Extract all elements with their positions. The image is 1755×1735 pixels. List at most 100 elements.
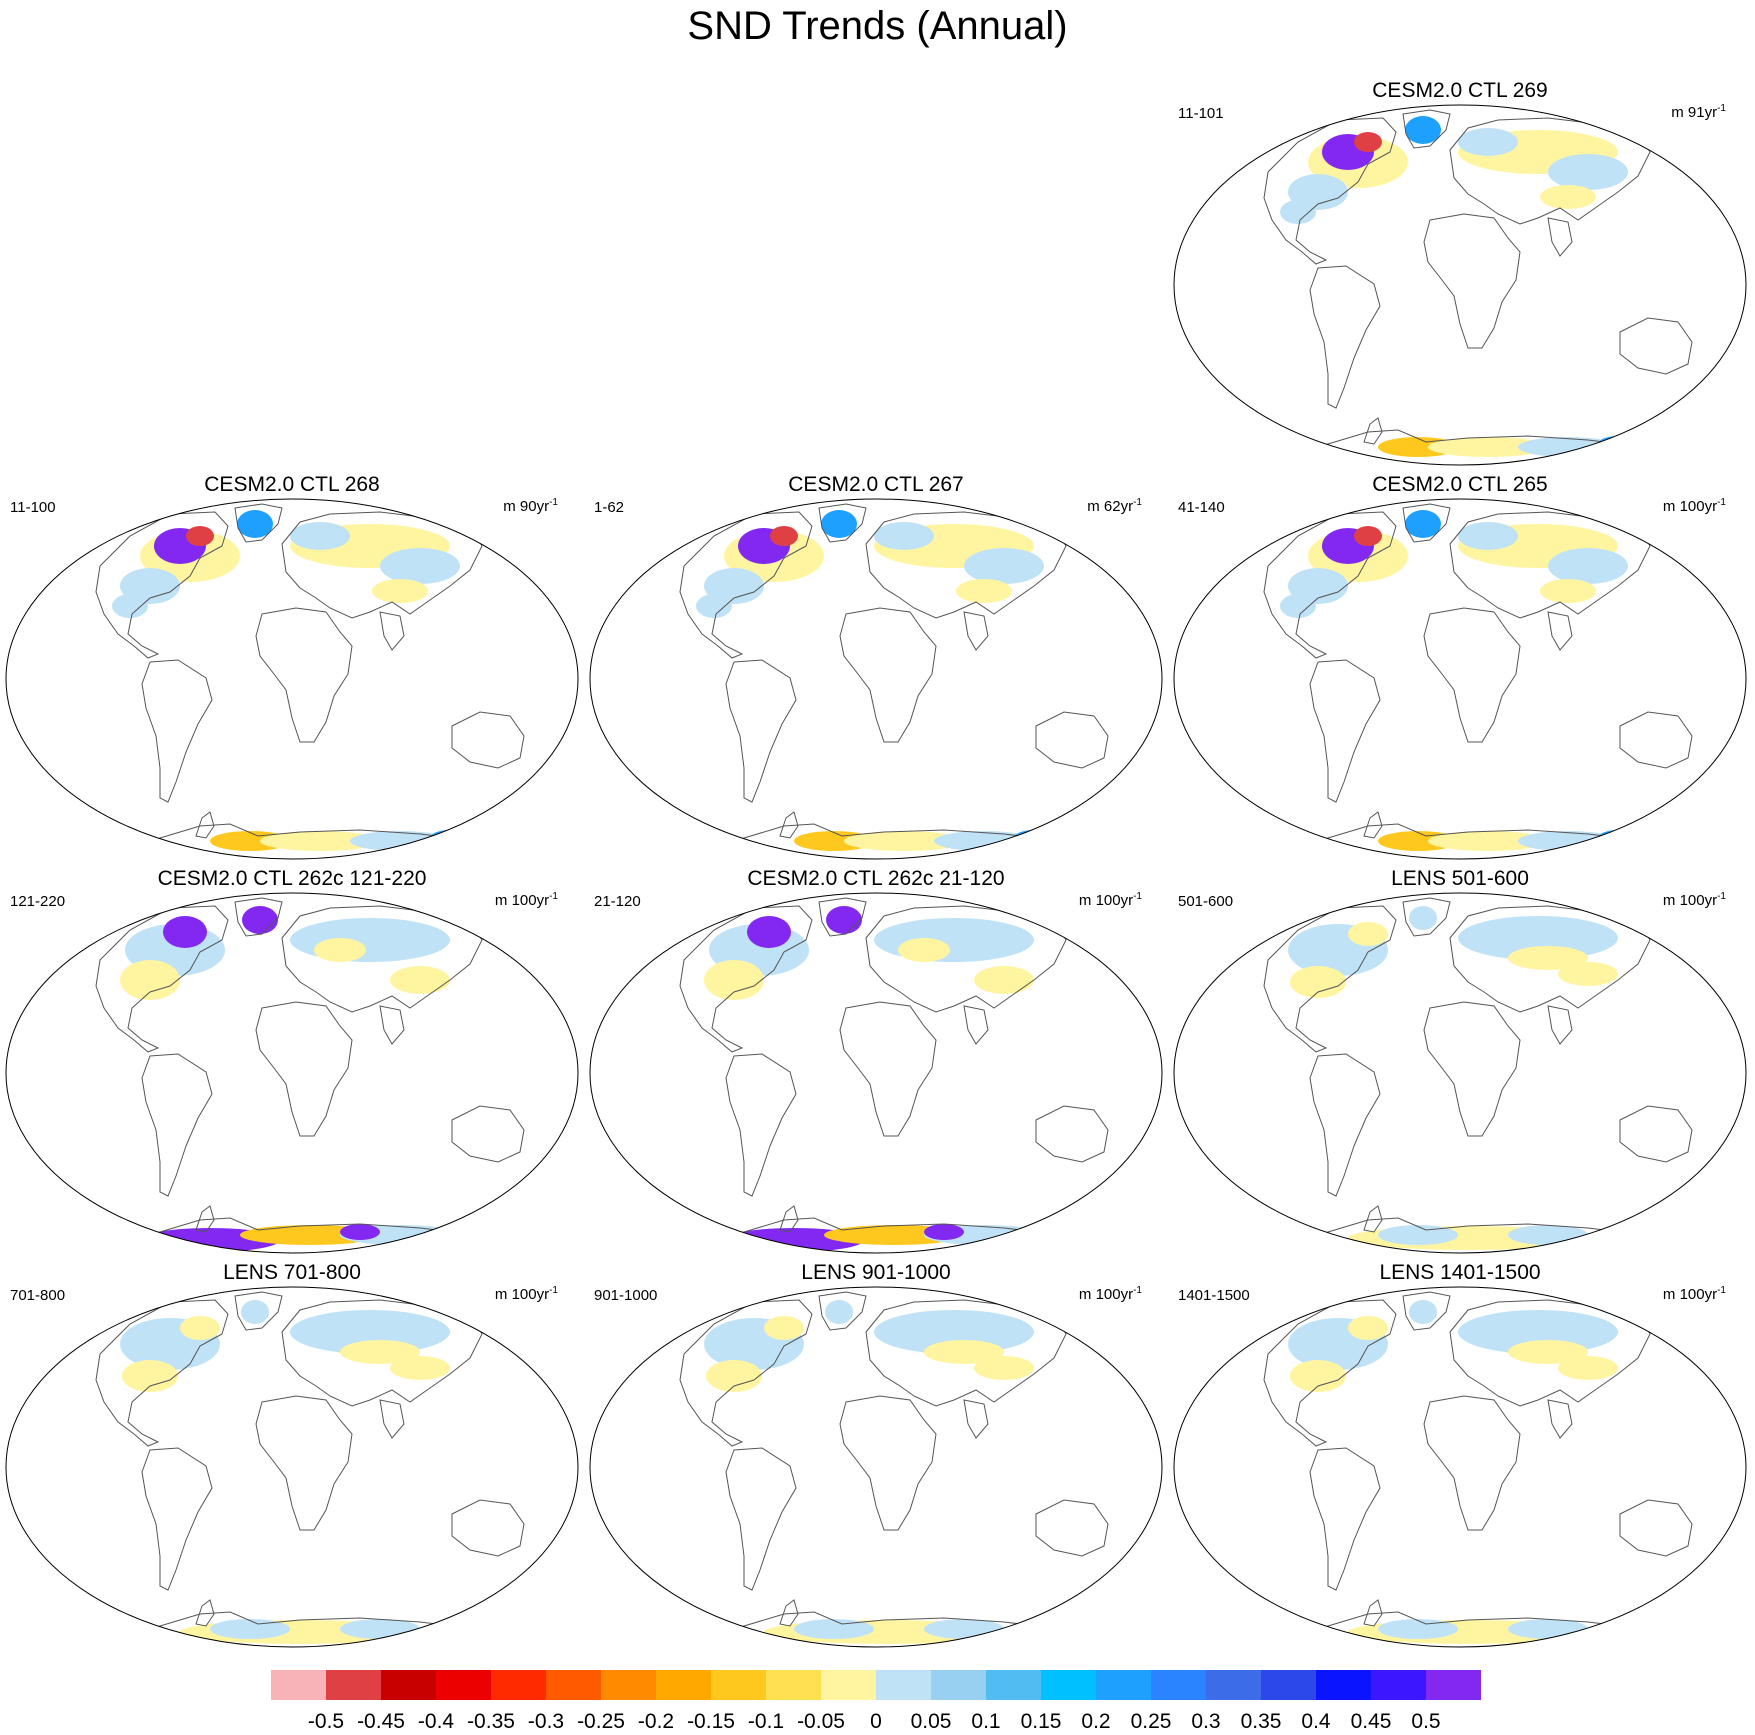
antarctica-outline [1316, 429, 1649, 465]
panel-years: 11-100 [10, 499, 56, 516]
trend-region [764, 1316, 804, 1340]
africa-outline [1423, 1395, 1521, 1531]
north-america-outline [1263, 1299, 1397, 1447]
map-layer [95, 503, 525, 859]
africa-outline [1423, 213, 1521, 349]
map-panel: LENS 701-800 701-800 m 100yr-1 [0, 1260, 584, 1650]
eurasia-outline [865, 511, 1067, 619]
trend-region [314, 938, 366, 962]
australia-outline [1035, 1105, 1109, 1163]
panel-title: CESM2.0 CTL 265 [1372, 473, 1548, 496]
greenland-outline [234, 897, 283, 937]
trend-region [924, 1619, 1004, 1639]
trend-region [1458, 1310, 1618, 1354]
india-sea-outline [379, 1005, 405, 1045]
trend-region [1014, 830, 1054, 846]
colorbar-swatch [821, 1670, 876, 1700]
colorbar-tick-label: 0.35 [1241, 1710, 1282, 1733]
trend-region [924, 1340, 1004, 1364]
colorbar-tick-label: -0.25 [577, 1710, 625, 1733]
colorbar-tick-label: -0.2 [638, 1710, 674, 1733]
greenland-outline [818, 1291, 867, 1331]
antarctic-peninsula-outline [779, 811, 799, 839]
colorbar-tick-label: -0.1 [748, 1710, 784, 1733]
trend-region [821, 510, 857, 538]
map-layer [1263, 1291, 1693, 1647]
trend-region [825, 1300, 853, 1324]
trend-region [290, 918, 450, 962]
trend-region [874, 918, 1034, 962]
colorbar-swatch [986, 1670, 1041, 1700]
colorbar-tick-label: -0.05 [797, 1710, 845, 1733]
antarctic-peninsula-outline [1363, 417, 1383, 445]
colorbar-swatch [326, 1670, 381, 1700]
map-panel: LENS 501-600 501-600 m 100yr-1 [1168, 866, 1752, 1256]
india-sea-outline [1547, 217, 1573, 257]
map-panel: CESM2.0 CTL 262c 121-220 121-220 m 100yr… [0, 866, 584, 1256]
trend-region [1280, 594, 1316, 618]
trend-region [122, 1360, 178, 1392]
antarctica-outline [1316, 1611, 1649, 1647]
trend-region [844, 831, 964, 851]
map-panel: CESM2.0 CTL 262c 21-120 21-120 m 100yr-1 [584, 866, 1168, 1256]
trend-region [1458, 128, 1518, 156]
eurasia-outline [1449, 117, 1651, 225]
antarctica-outline [732, 823, 1065, 859]
panel-title: LENS 501-600 [1391, 867, 1529, 890]
south-america-outline [1309, 265, 1381, 409]
antarctic-peninsula-outline [195, 1599, 215, 1627]
map-border [1173, 104, 1747, 466]
world-map [1173, 892, 1747, 1254]
trend-region [826, 906, 862, 934]
colorbar-swatch [546, 1670, 601, 1700]
trend-region [1409, 906, 1437, 930]
north-america-outline [95, 511, 229, 659]
greenland-outline [234, 503, 283, 543]
panel-years: 501-600 [1178, 893, 1234, 910]
colorbar: -0.5 -0.45 -0.4 -0.35 -0.3 -0.25 -0.2 -0.15 -0.1… [271, 1670, 1481, 1733]
map-panel: LENS 901-1000 901-1000 m 100yr-1 [584, 1260, 1168, 1650]
colorbar-swatch [1316, 1670, 1371, 1700]
trend-region [794, 1619, 874, 1639]
trend-region [704, 960, 764, 1000]
trend-region [210, 1619, 290, 1639]
colorbar-swatch [1041, 1670, 1096, 1700]
trend-region [874, 1310, 1034, 1354]
trend-region [1548, 548, 1628, 584]
colorbar-swatch [1261, 1670, 1316, 1700]
panel-years: 701-800 [10, 1287, 66, 1304]
colorbar-swatch [1206, 1670, 1261, 1700]
panel-title: LENS 1401-1500 [1379, 1261, 1541, 1284]
map-border [589, 498, 1163, 860]
map-border [5, 892, 579, 1254]
colorbar-swatch [876, 1670, 931, 1700]
trend-region [242, 906, 278, 934]
trend-region [1428, 437, 1548, 457]
north-america-outline [95, 1299, 229, 1447]
trend-region [1354, 132, 1382, 152]
colorbar-tick-label: -0.45 [357, 1710, 405, 1733]
colorbar-tick-label: -0.15 [687, 1710, 735, 1733]
antarctic-peninsula-outline [195, 1205, 215, 1233]
trend-region [144, 1234, 196, 1250]
trend-region [1508, 1619, 1588, 1639]
colorbar-swatch [1096, 1670, 1151, 1700]
colorbar-swatch [766, 1670, 821, 1700]
eurasia-outline [281, 1299, 483, 1407]
australia-outline [451, 1105, 525, 1163]
australia-outline [1619, 711, 1693, 769]
india-sea-outline [379, 1399, 405, 1439]
trend-region [1409, 1300, 1437, 1324]
map-layer [95, 897, 525, 1253]
panel-title: LENS 901-1000 [801, 1261, 951, 1284]
panel-years: 121-220 [10, 893, 66, 910]
trend-region [180, 1316, 220, 1340]
panel-title: CESM2.0 CTL 262c 121-220 [157, 867, 427, 890]
panel-title: CESM2.0 CTL 262c 21-120 [747, 867, 1005, 890]
panel-years: 1-62 [594, 499, 625, 516]
colorbar-swatch [931, 1670, 986, 1700]
panel-title: LENS 701-800 [223, 1261, 361, 1284]
trend-region [924, 1224, 964, 1240]
trend-region [186, 526, 214, 546]
trend-region [1458, 916, 1618, 960]
